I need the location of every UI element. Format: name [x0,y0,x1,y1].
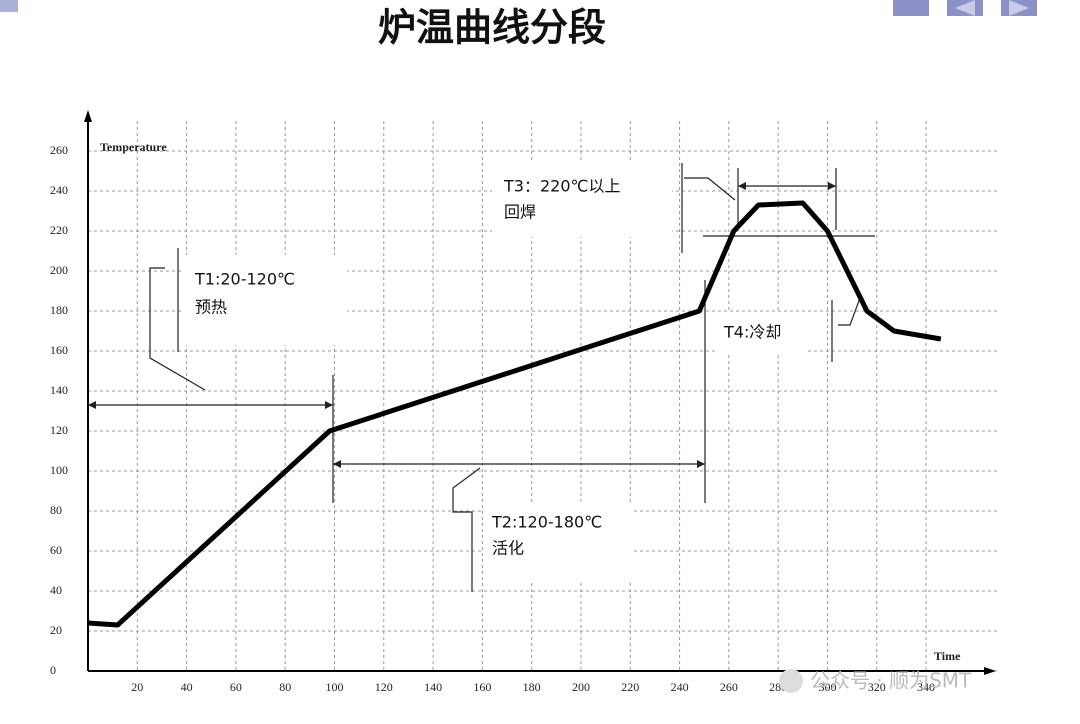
x-tick-label: 240 [671,680,689,694]
watermark: 公众号 · 顺为SMT [810,669,972,693]
corner-decoration [0,0,18,12]
axes [84,110,996,675]
y-tick-label: 240 [50,183,68,197]
y-tick-label: 100 [50,463,68,477]
arrow-head [738,182,746,190]
annotation: T1:20-120℃ [194,270,295,289]
y-tick-label: 260 [50,143,68,157]
y-tick-label: 160 [50,343,68,357]
x-tick-label: 300 [818,680,836,694]
annotation: T2:120-180℃ [491,513,602,532]
x-tick-label: 320 [868,680,886,694]
y-tick-label: 180 [50,303,68,317]
x-tick-label: 40 [181,680,193,694]
home-button[interactable] [893,0,929,16]
y-tick-label: 0 [50,663,56,677]
leader [838,297,861,326]
x-tick-label: 20 [131,680,143,694]
annotation: 活化 [492,539,524,558]
leader [149,267,206,391]
next-icon [1009,0,1029,16]
ticks: 0 20 40 60 80 100 120 140 160 180 200 220 240 260 20 40… [50,143,935,694]
x-tick-label: 140 [424,680,442,694]
arrow-head [88,401,96,409]
x-arrow [984,667,996,675]
annotation: T4:冷却 [723,323,781,342]
plot [87,200,942,628]
y-tick-label: 120 [50,423,68,437]
profile-line [87,200,942,628]
nav-buttons[interactable] [893,0,1037,16]
x-tick-label: 340 [917,680,935,694]
y-tick-label: 220 [50,223,68,237]
annotation-box [492,162,672,237]
arrow-head [828,182,836,190]
y-axis-label: Temperature [100,140,167,154]
y-tick-label: 200 [50,263,68,277]
leader [684,177,736,201]
annotation-box [718,312,808,354]
arrow-head [697,460,705,468]
watermark-icon [779,669,803,693]
x-tick-label: 80 [279,680,291,694]
x-axis-label: Time [934,649,961,663]
arrow-head [333,460,341,468]
x-tick-label: 220 [621,680,639,694]
x-tick-label: 160 [473,680,491,694]
annotation: T3：220℃以上 [503,177,620,196]
y-tick-label: 40 [50,583,62,597]
annotation-box [484,505,634,580]
x-tick-label: 180 [523,680,541,694]
x-tick-label: 60 [230,680,242,694]
x-tick-label: 200 [572,680,590,694]
y-tick-label: 20 [50,623,62,637]
y-tick-label: 60 [50,543,62,557]
annotation: 预热 [195,298,227,317]
prev-icon [955,0,975,16]
annotation: 回焊 [504,203,536,222]
leader [452,467,481,592]
y-arrow [84,110,92,122]
annotation-box [182,255,347,345]
arrow-head [325,401,333,409]
x-tick-label: 100 [325,680,343,694]
x-tick-label: 260 [720,680,738,694]
y-tick-label: 140 [50,383,68,397]
annotation-boxes [182,162,808,580]
x-tick-label: 120 [375,680,393,694]
chart-title: 炉温曲线分段 [378,6,606,50]
y-tick-label: 80 [50,503,62,517]
